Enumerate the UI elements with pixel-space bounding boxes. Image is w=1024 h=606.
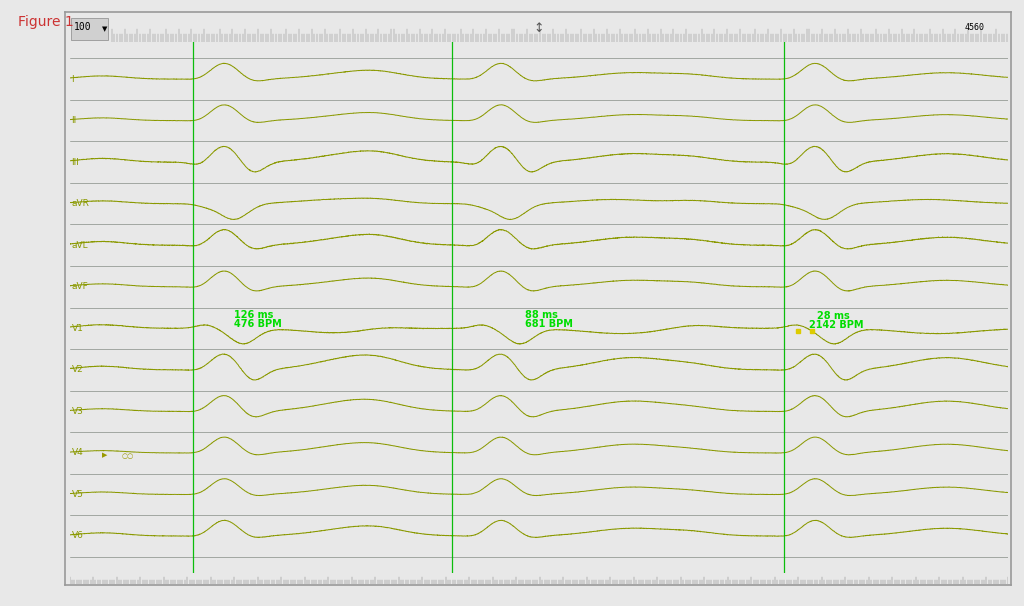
Text: 88 ms: 88 ms bbox=[524, 310, 557, 320]
Text: 681 BPM: 681 BPM bbox=[524, 319, 572, 328]
Text: II: II bbox=[72, 116, 77, 125]
Text: III: III bbox=[72, 158, 80, 167]
Text: Figure 1: Figure 1 bbox=[18, 15, 74, 29]
Text: aVF: aVF bbox=[72, 282, 88, 291]
Text: 28 ms: 28 ms bbox=[817, 311, 850, 322]
Text: V6: V6 bbox=[72, 531, 83, 541]
Text: ▼: ▼ bbox=[102, 26, 108, 32]
Text: I: I bbox=[72, 75, 74, 84]
Text: V1: V1 bbox=[72, 324, 83, 333]
Text: aVR: aVR bbox=[72, 199, 89, 208]
Text: V3: V3 bbox=[72, 407, 83, 416]
Text: aVL: aVL bbox=[72, 241, 88, 250]
FancyBboxPatch shape bbox=[71, 18, 109, 40]
Text: ○○: ○○ bbox=[121, 453, 133, 459]
Text: V4: V4 bbox=[72, 448, 83, 458]
Text: ▶: ▶ bbox=[101, 453, 106, 459]
Text: 126 ms: 126 ms bbox=[233, 310, 273, 320]
Text: 2142 BPM: 2142 BPM bbox=[809, 321, 863, 330]
Text: 100: 100 bbox=[75, 22, 92, 33]
Text: 4560: 4560 bbox=[965, 23, 984, 32]
Text: V5: V5 bbox=[72, 490, 83, 499]
Text: 476 BPM: 476 BPM bbox=[233, 319, 282, 328]
Text: ↕: ↕ bbox=[534, 22, 544, 35]
Text: V2: V2 bbox=[72, 365, 83, 375]
